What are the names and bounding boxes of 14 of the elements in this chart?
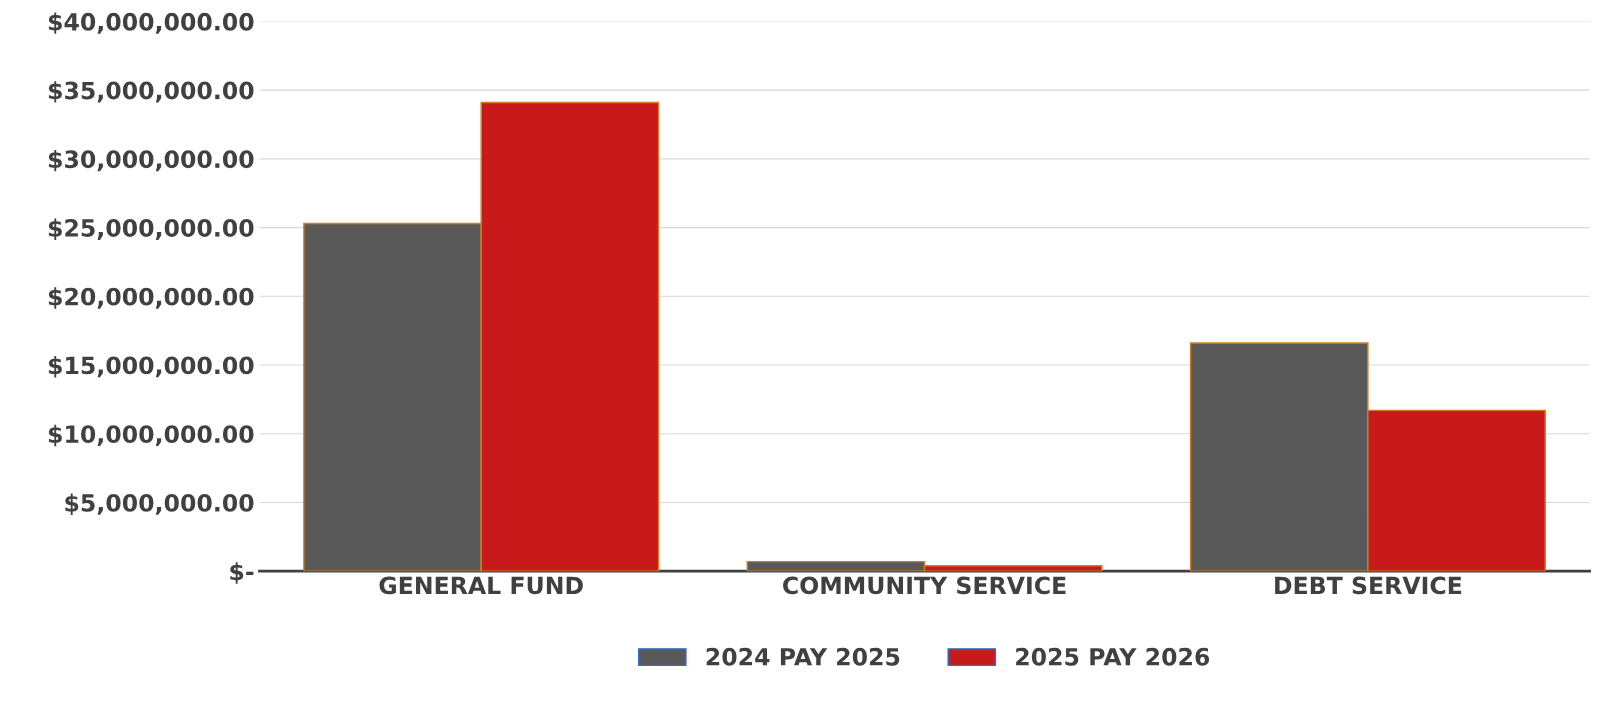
y-tick-label: $35,000,000.00: [48, 81, 254, 103]
y-tick-label: $15,000,000.00: [48, 356, 254, 378]
y-tick-label: $30,000,000.00: [48, 149, 254, 172]
y-tick-label: $10,000,000.00: [48, 424, 254, 447]
legend-label: 2025 PAY 2026: [1016, 647, 1210, 666]
x-tick-label: DEBT SERVICE: [1275, 576, 1462, 595]
y-tick-label: $5,000,000.00: [65, 493, 254, 515]
y-tick-label: $25,000,000.00: [48, 218, 254, 241]
x-tick-label: COMMUNITY SERVICE: [783, 576, 1066, 595]
y-tick-label: $20,000,000.00: [48, 287, 254, 309]
x-tick-label: GENERAL FUND: [379, 576, 583, 595]
y-tick-label: $-: [230, 562, 254, 584]
y-tick-label: $40,000,000.00: [48, 12, 254, 34]
legend-label: 2024 PAY 2025: [706, 647, 900, 666]
